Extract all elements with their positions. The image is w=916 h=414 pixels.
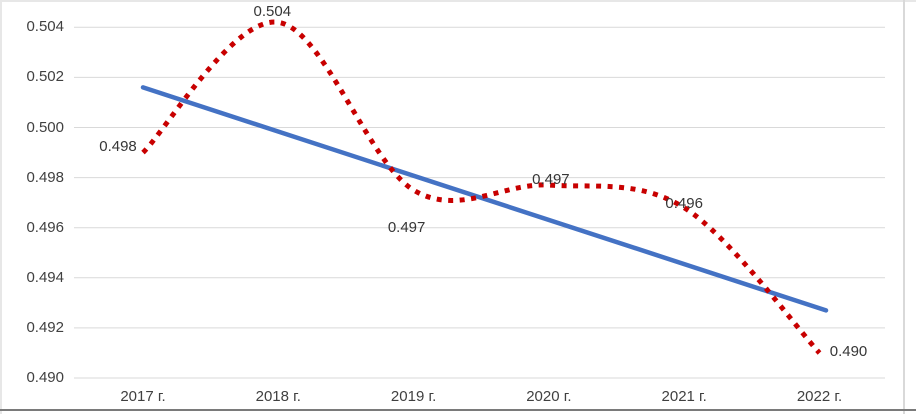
data-point-label: 0.504 <box>253 3 292 21</box>
x-axis-tick-label: 2018 г. <box>255 388 301 405</box>
dotted-series-line <box>141 19 822 355</box>
x-axis-tick-label: 2020 г. <box>526 388 572 405</box>
data-point-label: 0.497 <box>532 171 570 189</box>
y-axis-tick-label: 0.498 <box>26 168 64 186</box>
y-axis-tick-label: 0.492 <box>26 318 64 336</box>
x-axis-tick-label: 2017 г. <box>120 388 166 405</box>
data-point-label: 0.498 <box>99 137 137 155</box>
cell-border-right <box>903 0 905 414</box>
y-axis-tick-label: 0.502 <box>26 68 64 86</box>
cell-border-top <box>0 0 916 2</box>
x-axis-tick-label: 2022 г. <box>796 388 843 405</box>
cell-border-left <box>0 0 2 414</box>
y-axis-tick-label: 0.496 <box>26 218 64 236</box>
x-axis-tick-label: 2021 г. <box>661 388 707 405</box>
data-point-label: 0.496 <box>665 194 703 212</box>
trendline <box>140 85 829 313</box>
x-axis-tick-label: 2019 г. <box>390 388 437 405</box>
cell-border-bottom <box>0 409 916 411</box>
y-axis-tick-label: 0.504 <box>26 18 64 36</box>
y-axis-tick-label: 0.490 <box>26 369 64 386</box>
data-point-label: 0.497 <box>387 219 426 237</box>
y-axis-tick-label: 0.494 <box>26 268 64 286</box>
y-axis-tick-label: 0.500 <box>26 118 64 136</box>
data-point-label: 0.490 <box>829 342 868 360</box>
